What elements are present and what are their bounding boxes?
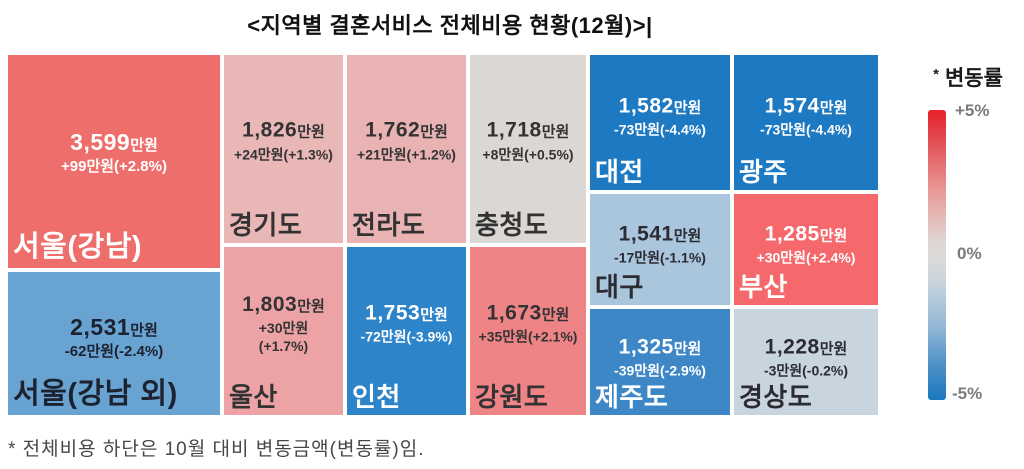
cell-value: 1,826 xyxy=(242,119,298,143)
cell-region-name: 서울(강남 외) xyxy=(13,378,178,410)
treemap-cell-gwangju: 1,574만원 -73만원(-4.4%) 광주 xyxy=(734,55,878,190)
cell-value-block: 1,285만원 +30만원(+2.4%) xyxy=(734,223,878,268)
color-scale-max-label: +5% xyxy=(955,101,990,120)
treemap-cell-daejeon: 1,582만원 -73만원(-4.4%) 대전 xyxy=(590,55,730,190)
cell-unit: 만원 xyxy=(420,306,448,324)
cell-value-block: 1,228만원 -3만원(-0.2%) xyxy=(734,335,878,380)
treemap-cell-jeju: 1,325만원 -39만원(-2.9%) 제주도 xyxy=(590,309,730,415)
cell-change: +35만원(+2.1%) xyxy=(478,329,578,346)
cell-region-name: 대구 xyxy=(595,272,644,302)
cell-region-name: 대전 xyxy=(595,157,644,187)
cell-change: -73만원(-4.4%) xyxy=(760,121,852,138)
cell-unit: 만원 xyxy=(297,298,325,316)
color-scale-mid-label: 0% xyxy=(957,244,982,263)
cell-region-name: 부산 xyxy=(739,272,788,302)
treemap-cell-gyeonggi: 1,826만원 +24만원(+1.3%) 경기도 xyxy=(224,55,343,243)
cell-value-block: 1,541만원 -17만원(-1.1%) xyxy=(590,223,730,268)
cell-value-block: 1,582만원 -73만원(-4.4%) xyxy=(590,95,730,140)
treemap-cell-jeolla: 1,762만원 +21만원(+1.2%) 전라도 xyxy=(347,55,466,243)
cell-value-block: 1,574만원 -73만원(-4.4%) xyxy=(734,95,878,140)
cell-change: -17만원(-1.1%) xyxy=(614,249,706,266)
treemap-cell-incheon: 1,753만원 -72만원(-3.9%) 인천 xyxy=(347,247,466,415)
cell-region-name: 강원도 xyxy=(475,382,549,412)
cell-value-block: 1,325만원 -39만원(-2.9%) xyxy=(590,335,730,380)
legend-title-text: 변동률 xyxy=(944,67,1003,90)
cell-change: +99만원(+2.8%) xyxy=(61,158,167,176)
color-scale-min-label: -5% xyxy=(952,384,983,403)
cell-unit: 만원 xyxy=(819,99,848,117)
cell-change: -39만원(-2.9%) xyxy=(614,362,706,379)
cell-value: 1,574 xyxy=(764,94,820,118)
treemap-cell-gyeongsang: 1,228만원 -3만원(-0.2%) 경상도 xyxy=(734,309,878,415)
cell-region-name: 전라도 xyxy=(352,210,426,240)
cell-unit: 만원 xyxy=(819,340,848,358)
treemap-cell-gangwon: 1,673만원 +35만원(+2.1%) 강원도 xyxy=(470,247,586,415)
cell-region-name: 울산 xyxy=(229,382,278,412)
cell-value: 1,285 xyxy=(764,222,820,246)
cell-unit: 만원 xyxy=(673,99,702,117)
cell-value-block: 1,762만원 +21만원(+1.2%) xyxy=(347,119,466,164)
color-scale-bar xyxy=(928,110,946,400)
cell-change: -73만원(-4.4%) xyxy=(614,121,706,138)
cell-change: +24만원(+1.3%) xyxy=(234,146,333,163)
chart-footnote: * 전체비용 하단은 10월 대비 변동금액(변동률)임. xyxy=(8,439,425,460)
cell-value: 1,541 xyxy=(618,222,674,246)
cell-value-block: 1,673만원 +35만원(+2.1%) xyxy=(470,302,586,347)
cell-change: +21만원(+1.2%) xyxy=(357,146,456,163)
cell-unit: 만원 xyxy=(541,124,570,142)
cell-region-name: 광주 xyxy=(739,157,788,187)
chart-title: <지역별 결혼서비스 전체비용 현황(12월)>| xyxy=(247,13,653,38)
cell-unit: 만원 xyxy=(130,136,158,154)
cell-value: 3,599 xyxy=(70,128,131,155)
cell-change: -62만원(-2.4%) xyxy=(64,343,164,361)
treemap-cell-seoul-gangnam: 3,599만원 +99만원(+2.8%) 서울(강남) xyxy=(8,55,220,268)
cell-change: -72만원(-3.9%) xyxy=(360,329,453,346)
cell-unit: 만원 xyxy=(297,124,325,142)
cell-value-block: 2,531만원 -62만원(-2.4%) xyxy=(8,314,220,362)
cell-unit: 만원 xyxy=(420,124,448,142)
cell-value-block: 1,718만원 +8만원(+0.5%) xyxy=(470,119,586,164)
legend-title: * 변동률 xyxy=(912,62,1024,92)
cell-value: 1,325 xyxy=(618,335,674,359)
treemap-cell-ulsan: 1,803만원 +30만원 (+1.7%) 울산 xyxy=(224,247,343,415)
cell-value-block: 1,826만원 +24만원(+1.3%) xyxy=(224,119,343,164)
cell-region-name: 경기도 xyxy=(229,210,303,240)
cell-value-block: 1,803만원 +30만원 (+1.7%) xyxy=(224,293,343,355)
cell-value: 1,753 xyxy=(365,301,421,325)
cell-value: 1,803 xyxy=(242,293,298,317)
cell-change: +30만원(+2.4%) xyxy=(756,249,856,266)
cell-region-name: 경상도 xyxy=(739,382,813,412)
cell-region-name: 서울(강남) xyxy=(13,231,143,263)
treemap-cell-daegu: 1,541만원 -17만원(-1.1%) 대구 xyxy=(590,194,730,305)
cell-unit: 만원 xyxy=(819,227,848,245)
cell-value-block: 3,599만원 +99만원(+2.8%) xyxy=(8,129,220,177)
cell-value-block: 1,753만원 -72만원(-3.9%) xyxy=(347,302,466,347)
cell-change: -3만원(-0.2%) xyxy=(763,362,849,379)
cell-unit: 만원 xyxy=(541,306,570,324)
cell-value: 1,228 xyxy=(764,335,820,359)
cell-unit: 만원 xyxy=(673,227,702,245)
treemap-cell-busan: 1,285만원 +30만원(+2.4%) 부산 xyxy=(734,194,878,305)
cell-value: 2,531 xyxy=(70,313,131,340)
treemap-cell-chungcheong: 1,718만원 +8만원(+0.5%) 충청도 xyxy=(470,55,586,243)
cell-change: +8만원(+0.5%) xyxy=(482,146,574,163)
cell-change: +30만원 (+1.7%) xyxy=(258,320,309,354)
cell-region-name: 제주도 xyxy=(595,382,669,412)
cell-value: 1,673 xyxy=(486,301,542,325)
treemap-cell-seoul-other: 2,531만원 -62만원(-2.4%) 서울(강남 외) xyxy=(8,272,220,415)
cell-region-name: 인천 xyxy=(352,382,401,412)
cell-value: 1,762 xyxy=(365,119,421,143)
cell-value: 1,718 xyxy=(486,119,542,143)
cell-value: 1,582 xyxy=(618,94,674,118)
asterisk-icon: * xyxy=(933,66,939,83)
cell-unit: 만원 xyxy=(673,340,702,358)
cell-region-name: 충청도 xyxy=(475,210,549,240)
cell-unit: 만원 xyxy=(130,321,158,339)
